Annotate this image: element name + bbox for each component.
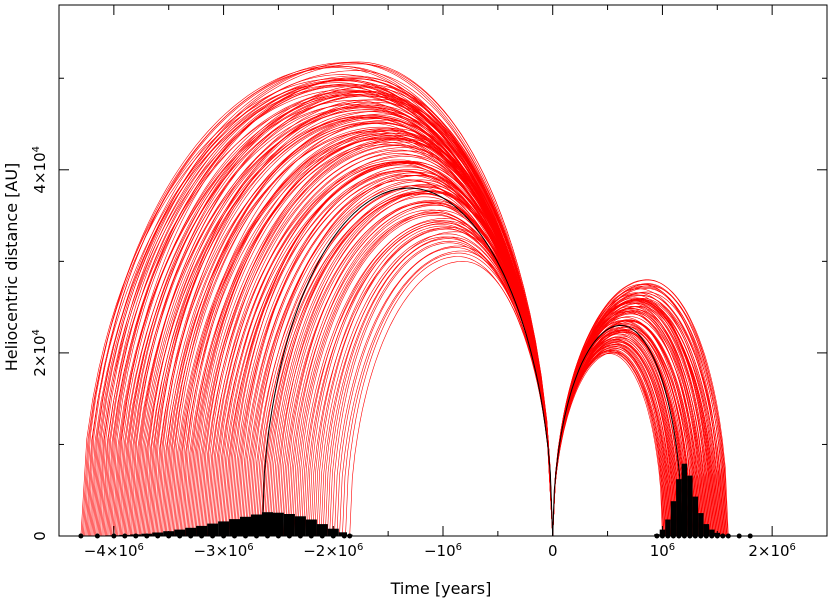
x-tick-exponent: 6: [138, 542, 144, 553]
x-tick-exponent: 6: [669, 542, 675, 553]
histogram-bar: [687, 476, 693, 536]
y-tick-exponent: 4: [31, 146, 42, 152]
clone-past-curve: [259, 185, 553, 536]
histogram-bar: [251, 515, 262, 537]
histogram-bar: [240, 517, 251, 536]
clone-curves-layer: [81, 62, 728, 536]
clone-past-curve: [206, 146, 553, 536]
histogram-bar: [698, 513, 704, 536]
x-tick-label: −3×106: [193, 542, 253, 560]
clone-future-curve: [553, 350, 667, 537]
x-tick-exponent: 6: [357, 542, 363, 553]
histogram-bar: [284, 514, 295, 536]
x-tick-label: 2×106: [748, 542, 796, 560]
clone-past-curve: [107, 90, 553, 536]
histogram-bar: [682, 464, 688, 536]
clone-past-curve: [191, 133, 553, 536]
x-axis-title: Time [years]: [390, 579, 492, 598]
x-tick-label: −2×106: [303, 542, 363, 560]
y-tick-label: 0: [31, 531, 49, 541]
histogram-bar: [262, 512, 273, 536]
x-tick-exponent: 6: [247, 542, 253, 553]
x-tick-label: 0: [548, 542, 558, 560]
histogram-bar: [671, 501, 677, 536]
y-axis-title: Heliocentric distance [AU]: [2, 163, 21, 372]
clone-past-curve: [247, 175, 553, 536]
x-tick-label: 106: [650, 542, 675, 560]
clone-future-curve: [553, 352, 665, 536]
clone-future-curve: [553, 350, 666, 536]
histogram-bar: [693, 497, 699, 536]
x-tick-label: −4×106: [84, 542, 144, 560]
y-tick-label: 2×104: [31, 329, 49, 377]
clone-past-curve: [270, 192, 552, 536]
clone-past-curve: [274, 193, 553, 536]
clone-future-curve: [553, 352, 664, 536]
clone-past-curve: [102, 94, 553, 536]
clone-future-curve: [553, 339, 675, 536]
x-tick-label: −106: [424, 542, 462, 560]
histogram-bar: [229, 519, 240, 536]
clone-future-curve: [553, 345, 671, 536]
clone-future-curve: [553, 347, 669, 536]
x-tick-exponent: 6: [456, 542, 462, 553]
clone-past-curve: [96, 62, 553, 536]
histogram-bar: [295, 516, 306, 536]
y-tick-label: 4×104: [31, 146, 49, 194]
y-tick-exponent: 4: [31, 329, 42, 335]
x-tick-exponent: 6: [790, 542, 796, 553]
